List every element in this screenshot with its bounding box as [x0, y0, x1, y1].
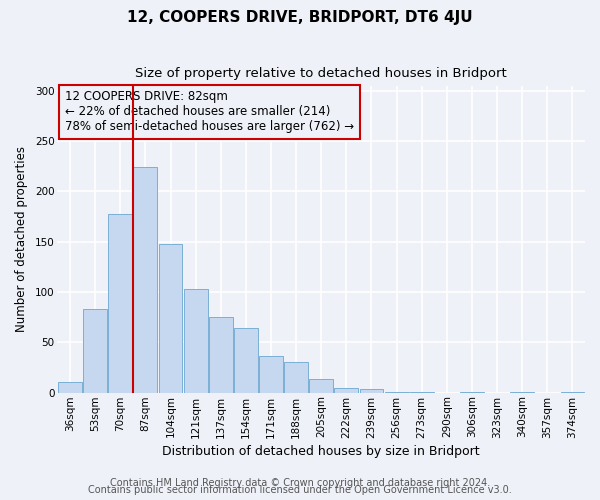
Bar — [234, 328, 258, 392]
Bar — [184, 289, 208, 393]
Text: 12, COOPERS DRIVE, BRIDPORT, DT6 4JU: 12, COOPERS DRIVE, BRIDPORT, DT6 4JU — [127, 10, 473, 25]
Text: Contains public sector information licensed under the Open Government Licence v3: Contains public sector information licen… — [88, 485, 512, 495]
Bar — [259, 356, 283, 392]
Bar — [284, 362, 308, 392]
Bar — [359, 388, 383, 392]
Bar — [209, 317, 233, 392]
Bar — [109, 214, 132, 392]
X-axis label: Distribution of detached houses by size in Bridport: Distribution of detached houses by size … — [163, 444, 480, 458]
Bar — [158, 244, 182, 392]
Title: Size of property relative to detached houses in Bridport: Size of property relative to detached ho… — [136, 68, 507, 80]
Bar — [58, 382, 82, 392]
Bar — [133, 168, 157, 392]
Text: 12 COOPERS DRIVE: 82sqm
← 22% of detached houses are smaller (214)
78% of semi-d: 12 COOPERS DRIVE: 82sqm ← 22% of detache… — [65, 90, 355, 134]
Bar — [334, 388, 358, 392]
Bar — [310, 378, 333, 392]
Text: Contains HM Land Registry data © Crown copyright and database right 2024.: Contains HM Land Registry data © Crown c… — [110, 478, 490, 488]
Y-axis label: Number of detached properties: Number of detached properties — [15, 146, 28, 332]
Bar — [83, 309, 107, 392]
